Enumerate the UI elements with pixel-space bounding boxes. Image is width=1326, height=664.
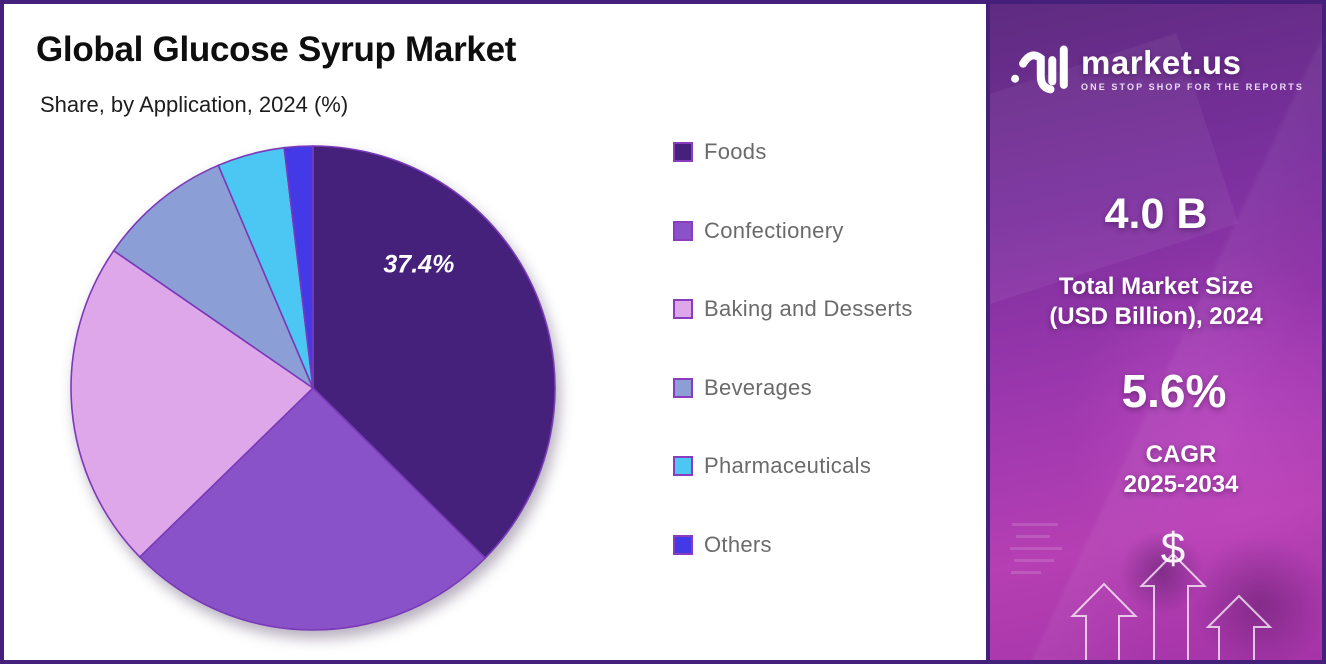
- legend-label-confectionery: Confectionery: [704, 217, 844, 243]
- legend-label-others: Others: [704, 531, 772, 557]
- growth-arrow-middle: [1139, 552, 1207, 660]
- cagr-value: 5.6%: [1121, 365, 1227, 417]
- brand-tagline: ONE STOP SHOP FOR THE REPORTS: [1081, 82, 1304, 92]
- legend-label-pharmaceuticals: Pharmaceuticals: [704, 453, 872, 478]
- growth-arrow-right: [1205, 594, 1273, 660]
- photo-document-lines: [1010, 523, 1062, 574]
- pie-slice-baking-and-desserts: [70, 249, 315, 559]
- cagr-label-line1: CAGR: [1145, 441, 1217, 468]
- legend-swatch-foods: [673, 142, 693, 162]
- market-size-label-line2: (USD Billion), 2024: [1049, 303, 1263, 330]
- legend-item-beverages: Beverages: [673, 374, 913, 400]
- legend-swatch-confectionery: [673, 220, 693, 241]
- chart-title: Global Glucose Syrup Market: [36, 30, 517, 69]
- brand-sidebar: market.us ONE STOP SHOP FOR THE REPORTS …: [990, 4, 1322, 660]
- legend-label-beverages: Beverages: [704, 374, 812, 400]
- legend-item-others: Others: [673, 531, 913, 557]
- growth-arrow-left: [1070, 582, 1138, 660]
- legend-label-foods: Foods: [704, 139, 767, 164]
- legend: Foods Confectionery Baking and Desserts Bev…: [673, 139, 913, 612]
- dollar-sign: $: [1161, 524, 1185, 573]
- pie-slice-beverages: [112, 164, 315, 391]
- legend-item-confectionery: Confectionery: [673, 217, 913, 243]
- brand-text: market.us ONE STOP SHOP FOR THE REPORTS: [1081, 44, 1304, 93]
- pie-chart: 37.4%: [70, 145, 556, 631]
- pie-data-label: 37.4%: [383, 251, 454, 279]
- logo-curl: [1019, 51, 1055, 94]
- market-size-label: Total Market Size (USD Billion), 2024: [990, 272, 1322, 332]
- market-us-logo-icon: [1011, 45, 1068, 94]
- legend-swatch-pharmaceuticals: [673, 456, 693, 476]
- legend-swatch-others: [673, 534, 693, 555]
- legend-swatch-beverages: [673, 377, 693, 398]
- pie-slice-foods: [312, 145, 556, 560]
- legend-item-pharmaceuticals: Pharmaceuticals: [673, 453, 913, 478]
- pie-slice-others: [283, 145, 314, 389]
- legend-label-baking-and-desserts: Baking and Desserts: [704, 296, 913, 321]
- market-size-label-line1: Total Market Size: [1058, 273, 1254, 300]
- market-size-value: 4.0 B: [1104, 190, 1208, 238]
- cagr-label: CAGR 2025-2034: [1015, 440, 1322, 500]
- brand-name: market.us: [1081, 44, 1242, 81]
- legend-item-foods: Foods: [673, 139, 913, 164]
- chart-subtitle: Share, by Application, 2024 (%): [40, 92, 349, 117]
- growth-arrows: $: [1010, 523, 1273, 660]
- brand-logo: market.us ONE STOP SHOP FOR THE REPORTS: [990, 40, 1322, 98]
- cagr-label-line2: 2025-2034: [1123, 471, 1239, 498]
- chart-panel: Global Glucose Syrup Market Share, by Ap…: [4, 4, 990, 660]
- pie-slice-confectionery: [138, 386, 487, 631]
- legend-item-baking-and-desserts: Baking and Desserts: [673, 296, 913, 321]
- legend-swatch-baking-and-desserts: [673, 299, 693, 319]
